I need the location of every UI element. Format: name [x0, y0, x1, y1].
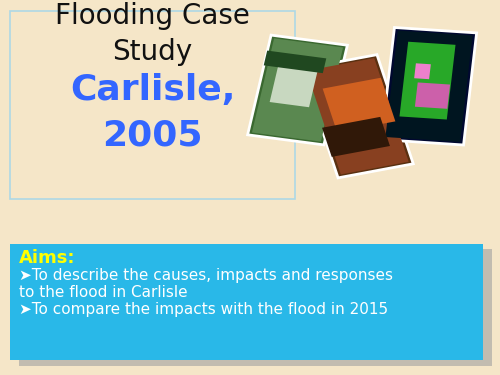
Bar — [270, 54, 320, 107]
Bar — [306, 58, 408, 174]
FancyBboxPatch shape — [19, 249, 492, 366]
Bar — [322, 78, 396, 132]
Bar — [248, 35, 348, 145]
Bar — [415, 82, 450, 109]
Bar — [322, 117, 390, 157]
Bar — [386, 31, 472, 142]
Bar — [264, 51, 326, 73]
Bar — [302, 55, 413, 178]
Text: ➤To describe the causes, impacts and responses: ➤To describe the causes, impacts and res… — [19, 268, 393, 283]
Bar — [400, 42, 456, 120]
Text: to the flood in Carlisle: to the flood in Carlisle — [19, 285, 188, 300]
FancyBboxPatch shape — [10, 244, 482, 360]
Text: Carlisle,: Carlisle, — [70, 73, 235, 107]
Text: 2005: 2005 — [102, 118, 203, 152]
Bar — [252, 38, 343, 142]
Text: Aims:: Aims: — [19, 249, 76, 267]
Text: Study: Study — [112, 38, 192, 66]
Bar — [382, 27, 476, 145]
Bar — [414, 63, 431, 79]
Text: Flooding Case: Flooding Case — [55, 2, 250, 30]
Text: ➤To compare the impacts with the flood in 2015: ➤To compare the impacts with the flood i… — [19, 302, 388, 317]
